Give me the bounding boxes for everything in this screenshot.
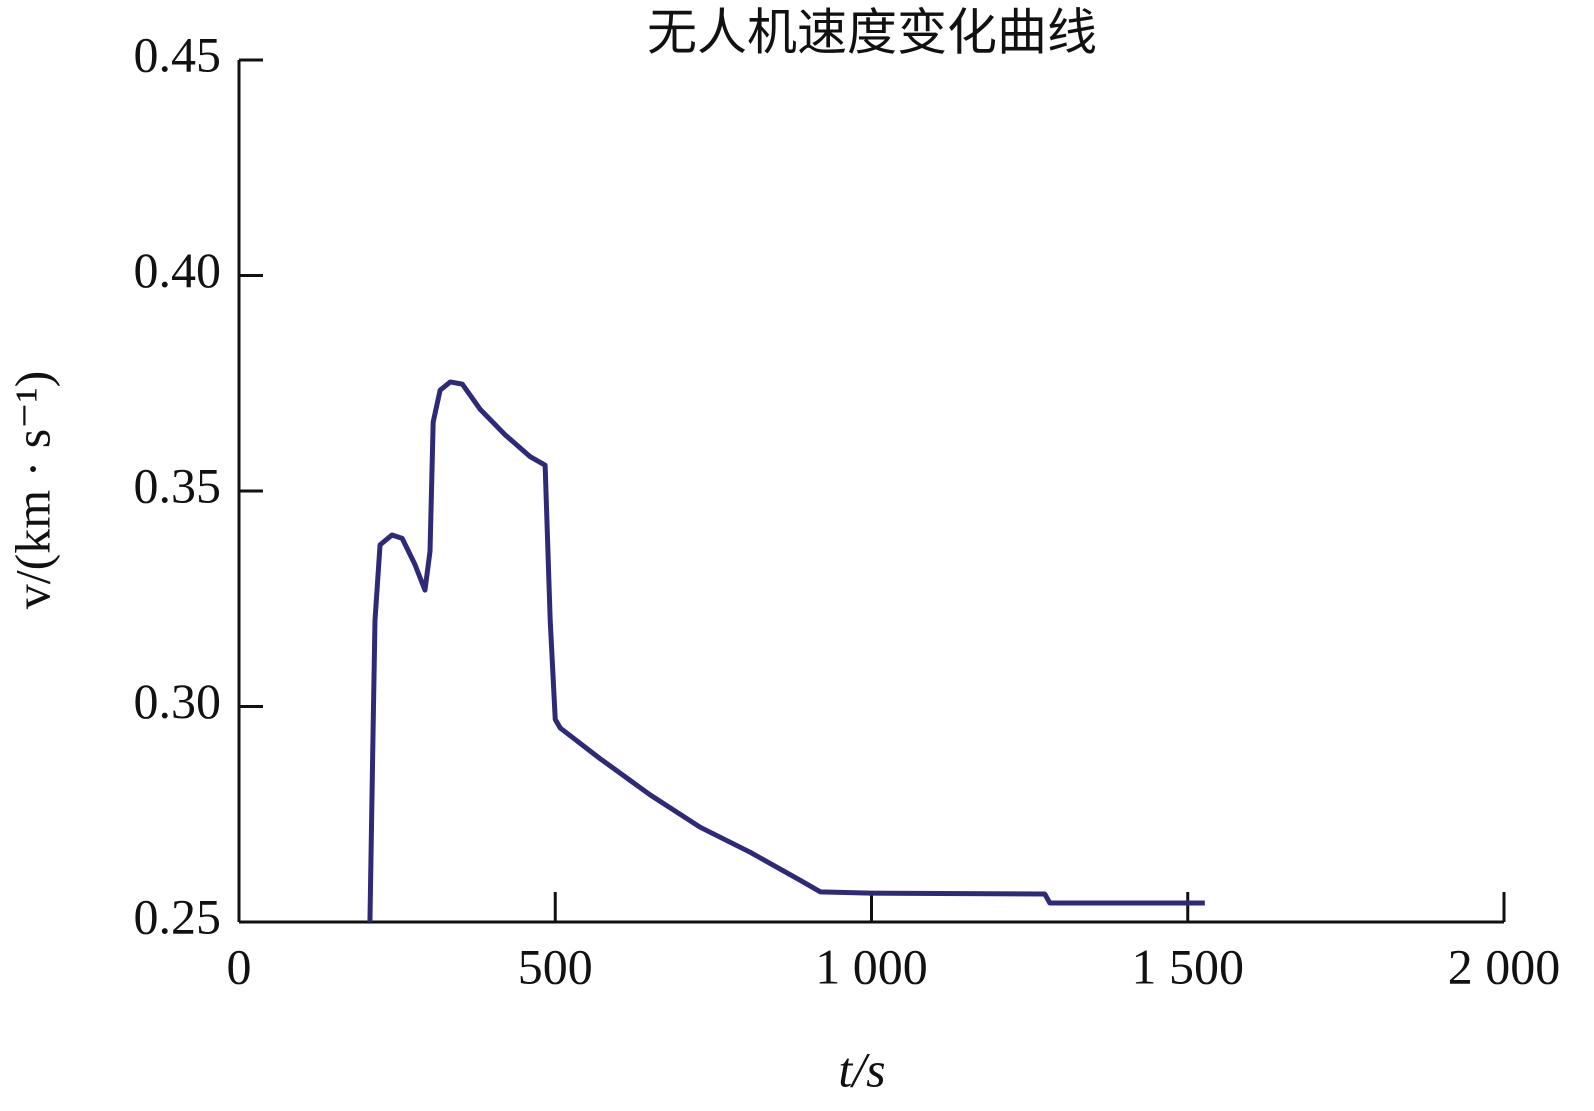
series-line xyxy=(367,379,1205,923)
x-tick-label: 1 500 xyxy=(1132,938,1245,994)
y-tick-label: 0.30 xyxy=(134,673,222,729)
y-tick-label: 0.25 xyxy=(134,888,222,944)
chart-title: 无人机速度变化曲线 xyxy=(647,4,1097,60)
y-axis-label: v/(km · s⁻¹) xyxy=(4,371,60,610)
y-tick-label: 0.40 xyxy=(134,242,222,298)
x-axis-label: t/s xyxy=(838,1041,885,1097)
x-tick-label: 0 xyxy=(227,938,252,994)
y-tick-label: 0.45 xyxy=(134,26,222,82)
y-tick-label: 0.35 xyxy=(134,457,222,513)
x-tick-label: 1 000 xyxy=(815,938,928,994)
x-tick-label: 2 000 xyxy=(1448,938,1561,994)
x-tick-label: 500 xyxy=(518,938,593,994)
